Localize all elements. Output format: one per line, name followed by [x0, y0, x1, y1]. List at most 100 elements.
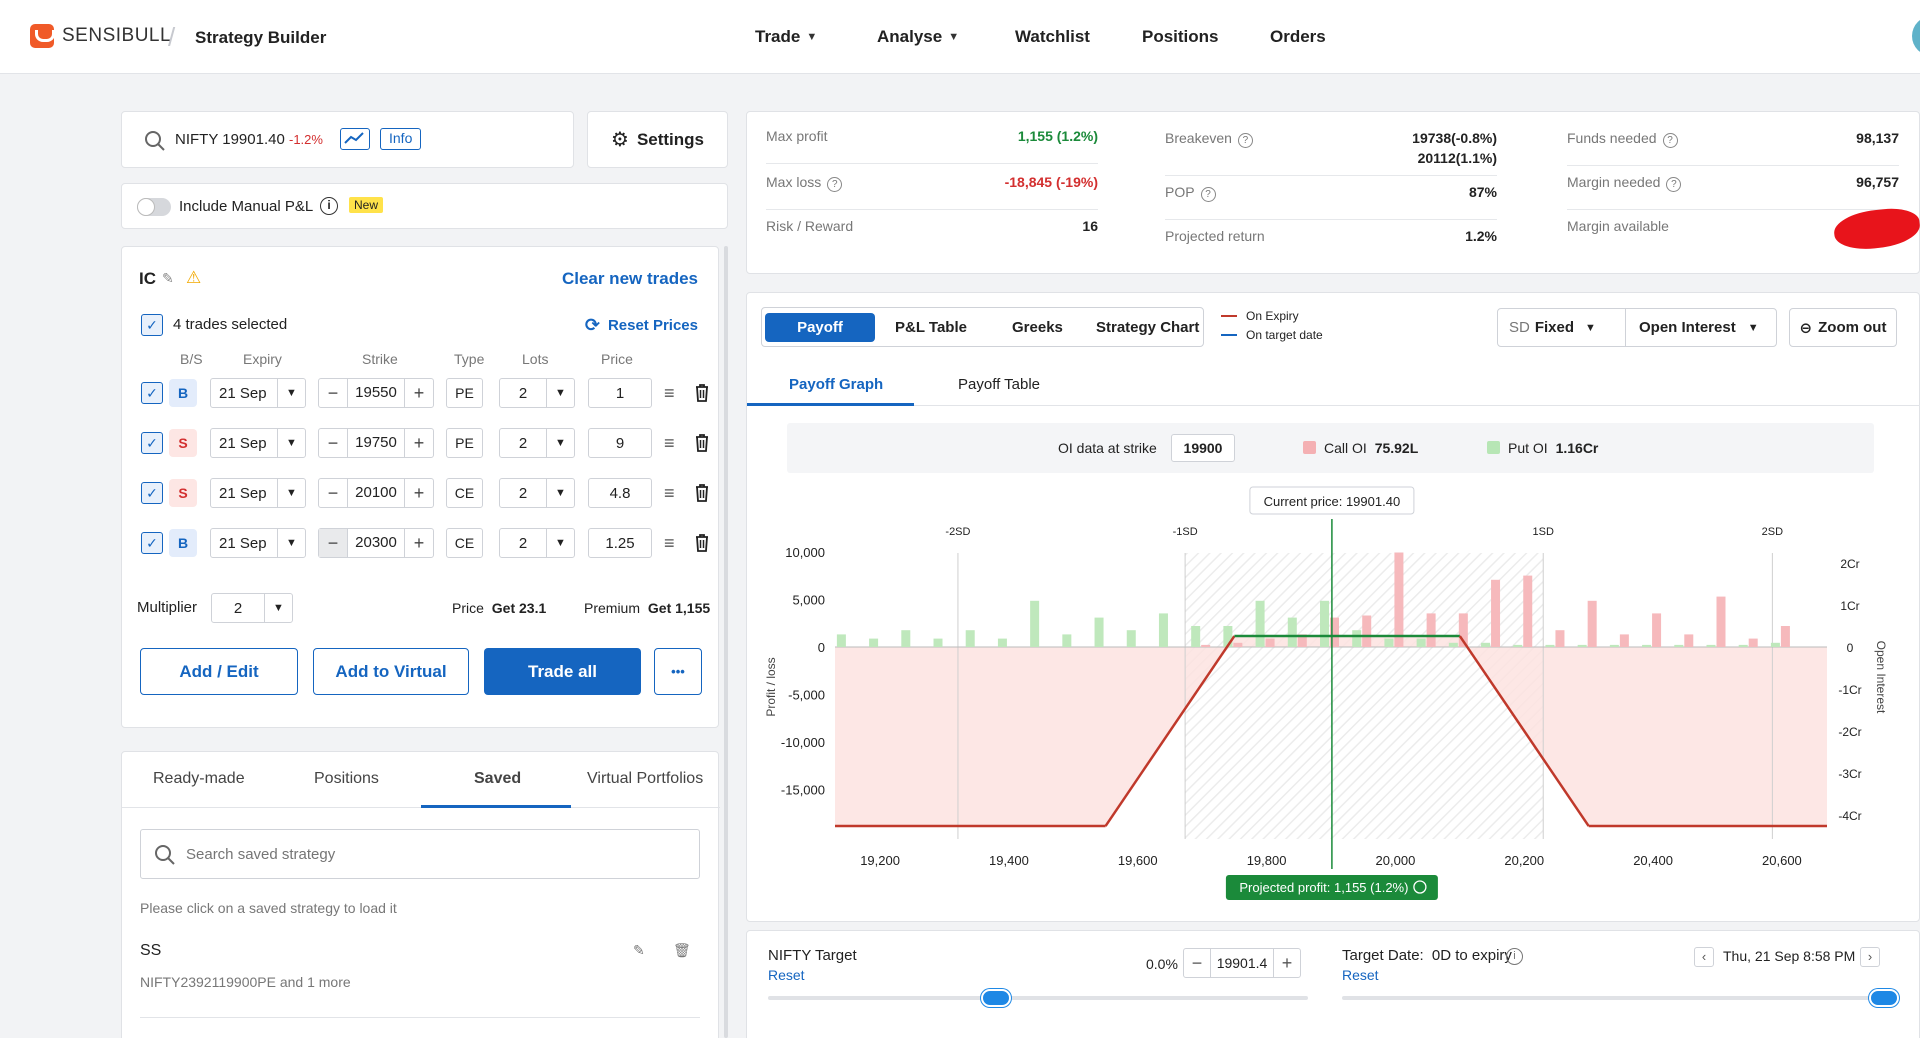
oi-select[interactable]: Open Interest ▼	[1639, 319, 1759, 336]
minus-button[interactable]: −	[327, 433, 339, 453]
drag-handle-icon[interactable]: ≡	[664, 483, 675, 503]
chart-icon[interactable]	[340, 128, 370, 150]
plus-button[interactable]: +	[413, 432, 425, 453]
info-icon[interactable]: i	[320, 197, 338, 215]
more-options-button[interactable]: •••	[654, 648, 702, 695]
saved-strategy-name[interactable]: SS	[140, 942, 162, 959]
tab-virtual-portfolios[interactable]: Virtual Portfolios	[587, 770, 704, 787]
plus-button[interactable]: +	[413, 482, 425, 503]
sd-select[interactable]: SD Fixed ▼	[1509, 319, 1596, 336]
tab-greeks[interactable]: Greeks	[1012, 319, 1063, 336]
date-next-button[interactable]: ›	[1860, 947, 1880, 967]
trade-checkbox[interactable]: ✓	[141, 382, 163, 404]
tab-payoff[interactable]: Payoff	[765, 313, 875, 342]
help-icon[interactable]: ?	[827, 177, 843, 192]
nav-trade[interactable]: Trade ▼	[755, 27, 817, 47]
minus-button[interactable]: −	[327, 383, 339, 403]
drag-handle-icon[interactable]: ≡	[664, 433, 675, 453]
plus-button[interactable]: +	[413, 382, 425, 403]
trade-side-badge[interactable]: B	[169, 529, 197, 557]
add-edit-button[interactable]: Add / Edit	[140, 648, 298, 695]
plus-button[interactable]: +	[1281, 952, 1293, 973]
saved-search-field[interactable]	[140, 829, 700, 879]
minus-button[interactable]: −	[327, 483, 339, 503]
trade-lots-select[interactable]: 2 ▼	[499, 378, 575, 408]
date-prev-button[interactable]: ‹	[1694, 947, 1714, 967]
trade-checkbox[interactable]: ✓	[141, 482, 163, 504]
pencil-icon[interactable]: ✎	[162, 270, 174, 286]
trade-price-input[interactable]: 1.25	[588, 528, 652, 558]
nifty-target-slider[interactable]	[768, 996, 1308, 1000]
trade-side-badge[interactable]: S	[169, 479, 197, 507]
help-icon[interactable]	[1413, 880, 1427, 894]
nav-analyse[interactable]: Analyse ▼	[877, 27, 959, 47]
tab-saved[interactable]: Saved	[474, 770, 522, 787]
trade-strike-value[interactable]: 20300	[347, 529, 405, 557]
settings-button[interactable]: ⚙ Settings	[587, 111, 728, 168]
payoff-expiry-segment[interactable]	[1104, 635, 1236, 827]
trade-expiry-select[interactable]: 21 Sep ▼	[210, 528, 306, 558]
select-all-checkbox[interactable]: ✓	[141, 314, 163, 336]
subtab-payoff-graph[interactable]: Payoff Graph	[789, 376, 884, 393]
trade-lots-select[interactable]: 2 ▼	[499, 528, 575, 558]
trade-type[interactable]: PE	[446, 428, 483, 458]
nifty-target-slider-handle[interactable]	[981, 989, 1011, 1007]
trade-all-button[interactable]: Trade all	[484, 648, 641, 695]
help-icon[interactable]: ?	[1237, 133, 1253, 148]
tab-pl-table[interactable]: P&L Table	[895, 319, 967, 336]
manual-pnl-toggle[interactable]	[137, 198, 171, 216]
avatar[interactable]	[1912, 16, 1920, 56]
trade-expiry-select[interactable]: 21 Sep ▼	[210, 428, 306, 458]
trade-strike-value[interactable]: 19550	[347, 379, 405, 407]
payoff-chart[interactable]: -2SD -1SD 1SD 2SD Current price: 19901.40 Pro…	[747, 483, 1920, 903]
nifty-target-reset[interactable]: Reset	[768, 967, 805, 983]
trade-price-input[interactable]: 1	[588, 378, 652, 408]
info-icon[interactable]: i	[1506, 948, 1523, 965]
trade-type[interactable]: CE	[446, 478, 483, 508]
help-icon[interactable]: ?	[1200, 187, 1216, 202]
trade-expiry-select[interactable]: 21 Sep ▼	[210, 478, 306, 508]
left-panel-scrollbar[interactable]	[724, 246, 728, 1038]
help-icon[interactable]: ?	[1662, 133, 1678, 148]
reset-prices-button[interactable]: ⟳ Reset Prices	[585, 315, 698, 336]
clear-new-trades-link[interactable]: Clear new trades	[561, 269, 698, 288]
target-date-slider[interactable]	[1342, 996, 1887, 1000]
trade-expiry-select[interactable]: 21 Sep ▼	[210, 378, 306, 408]
drag-handle-icon[interactable]: ≡	[664, 383, 675, 403]
oi-strike-input[interactable]: 19900	[1171, 434, 1235, 462]
info-button[interactable]: Info	[380, 128, 422, 150]
help-icon[interactable]: ?	[1666, 177, 1682, 192]
tab-ready-made[interactable]: Ready-made	[153, 770, 245, 787]
tab-strategy-chart[interactable]: Strategy Chart	[1096, 319, 1200, 336]
trade-side-badge[interactable]: S	[169, 429, 197, 457]
trash-icon[interactable]	[694, 483, 710, 502]
trade-lots-select[interactable]: 2 ▼	[499, 478, 575, 508]
nav-watchlist[interactable]: Watchlist	[1015, 27, 1090, 47]
trade-type[interactable]: CE	[446, 528, 483, 558]
nifty-target-input[interactable]: 19901.4	[1210, 949, 1274, 977]
trade-strike-value[interactable]: 19750	[347, 429, 405, 457]
nav-orders[interactable]: Orders	[1270, 27, 1326, 47]
brand-logo[interactable]: SENSIBULL	[30, 24, 171, 48]
plus-button[interactable]: +	[413, 532, 425, 553]
target-date-reset[interactable]: Reset	[1342, 967, 1379, 983]
trash-icon[interactable]: 🗑	[673, 942, 691, 958]
target-date-slider-handle[interactable]	[1869, 989, 1899, 1007]
nav-positions[interactable]: Positions	[1142, 27, 1219, 47]
edit-icon[interactable]: ✎	[633, 942, 645, 958]
trade-side-badge[interactable]: B	[169, 379, 197, 407]
trade-price-input[interactable]: 9	[588, 428, 652, 458]
trade-checkbox[interactable]: ✓	[141, 432, 163, 454]
drag-handle-icon[interactable]: ≡	[664, 533, 675, 553]
trade-lots-select[interactable]: 2 ▼	[499, 428, 575, 458]
saved-search-input[interactable]	[186, 842, 666, 866]
warning-icon[interactable]: ⚠	[186, 268, 202, 287]
minus-button[interactable]: −	[1191, 952, 1203, 973]
trade-strike-value[interactable]: 20100	[347, 479, 405, 507]
trade-type[interactable]: PE	[446, 378, 483, 408]
multiplier-select[interactable]: 2 ▼	[211, 593, 293, 623]
payoff-expiry-segment[interactable]	[1458, 635, 1590, 827]
trade-price-input[interactable]: 4.8	[588, 478, 652, 508]
subtab-payoff-table[interactable]: Payoff Table	[958, 376, 1041, 393]
zoom-out-button[interactable]: ⊖ Zoom out	[1789, 308, 1897, 347]
